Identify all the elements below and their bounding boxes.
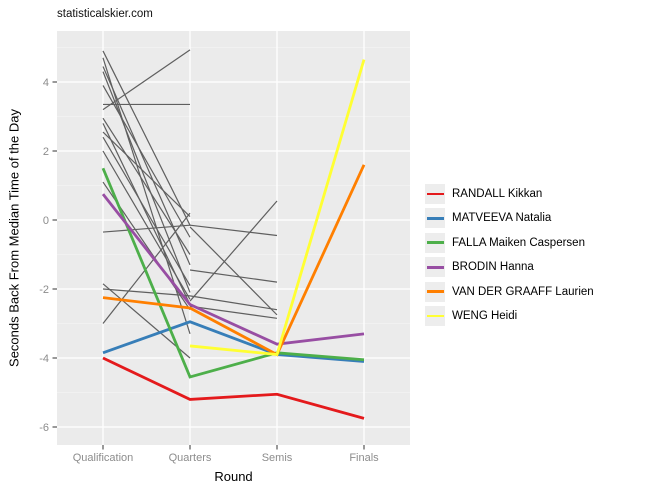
y-tick-label: 2 [43, 146, 49, 158]
gray-line-other-athletes [189, 269, 278, 283]
x-tick-label: Quarters [169, 452, 212, 464]
y-axis-title: Seconds Back From Median Time of the Day [6, 109, 22, 367]
gray-line-other-athletes [102, 212, 191, 324]
series-line-matveeva-natalia [102, 320, 365, 363]
gray-line-other-athletes [102, 50, 191, 226]
x-axis-title: Round [214, 469, 253, 484]
legend-label: FALLA Maiken Caspersen [452, 236, 585, 249]
legend-key-swatch [425, 281, 445, 302]
legend-key-line [426, 290, 444, 293]
gray-line-other-athletes [102, 49, 191, 111]
legend-item: BRODIN Hanna [425, 257, 594, 278]
series-line-brodin-hanna [101, 193, 365, 346]
legend-key-swatch [425, 184, 445, 204]
y-tick-label: -6 [39, 422, 49, 434]
legend: RANDALL Kikkan MATVEEVA Natalia FALLA Maik… [425, 184, 594, 330]
gray-line-other-athletes [189, 200, 278, 302]
series-line-van-der-graaff-laurien [102, 164, 366, 357]
y-tick-label: 0 [43, 215, 49, 227]
legend-label: MATVEEVA Natalia [452, 212, 552, 225]
legend-item: WENG Heidi [425, 305, 594, 326]
gray-line-other-athletes [102, 136, 191, 286]
legend-label: VAN DER GRAAFF Laurien [452, 285, 594, 298]
x-tick-label: Semis [262, 452, 293, 464]
gray-line-other-athletes [102, 131, 191, 217]
legend-key-line [426, 265, 444, 269]
legend-key-swatch [425, 232, 445, 253]
legend-key-swatch [425, 208, 445, 229]
legend-item: RANDALL Kikkan [425, 184, 594, 204]
legend-key-line [426, 241, 444, 245]
legend-key-line [426, 192, 444, 196]
series-line-randall-kikkan [102, 356, 365, 420]
legend-key-line [426, 216, 444, 220]
legend-key-swatch [425, 305, 445, 326]
gray-line-other-athletes [189, 295, 278, 311]
series-line-falla-maiken-caspersen [101, 167, 365, 379]
y-tick-label: -2 [39, 284, 49, 296]
legend-label: WENG Heidi [452, 309, 518, 322]
gray-line-other-athletes [189, 305, 278, 319]
plot-title: statisticalskier.com [57, 8, 153, 20]
series-line-weng-heidi [189, 59, 366, 357]
legend-item: FALLA Maiken Caspersen [425, 232, 594, 253]
gray-line-other-athletes [189, 226, 278, 316]
legend-label: BRODIN Hanna [452, 261, 534, 274]
y-tick-label: 4 [43, 77, 49, 89]
plot-panel [57, 31, 410, 445]
gray-line-other-athletes [102, 71, 191, 293]
x-tick-label: Qualification [73, 452, 134, 464]
legend-key-line [426, 314, 444, 318]
gray-line-other-athletes [102, 85, 191, 238]
legend-key-swatch [425, 257, 445, 278]
legend-label: RANDALL Kikkan [452, 188, 543, 200]
gray-line-other-athletes [102, 150, 191, 300]
legend-item: VAN DER GRAAFF Laurien [425, 281, 594, 302]
y-tick-label: -4 [39, 353, 49, 365]
gray-line-other-athletes [102, 288, 191, 297]
x-tick-label: Finals [349, 452, 379, 464]
legend-item: MATVEEVA Natalia [425, 208, 594, 229]
